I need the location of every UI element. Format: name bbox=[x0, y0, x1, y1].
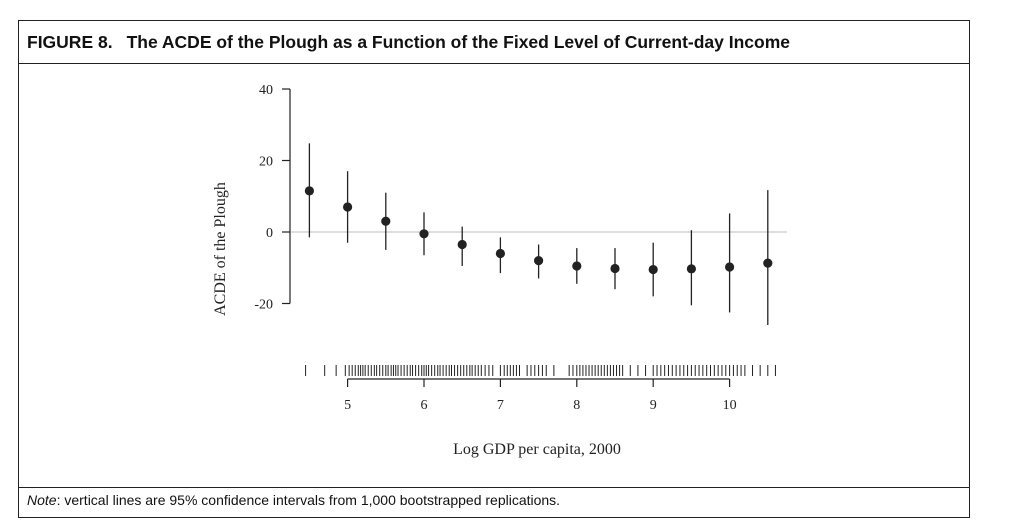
figure-title-text: The ACDE of the Plough as a Function of … bbox=[126, 32, 791, 52]
y-tick-label: 40 bbox=[259, 83, 273, 98]
point-estimate bbox=[304, 186, 314, 196]
point-estimate bbox=[686, 264, 697, 274]
figure-frame: FIGURE 8. The ACDE of the Plough as a Fun… bbox=[18, 20, 970, 518]
y-axis-title: ACDE of the Plough bbox=[212, 182, 229, 316]
x-tick-label: 5 bbox=[344, 398, 351, 413]
point-estimate bbox=[725, 262, 735, 272]
acde-chart: 40 20 0 -20 5 6 7 8 9 10 ACDE of the Plough Log G… bbox=[212, 83, 787, 458]
note-text: : vertical lines are 95% confidence inte… bbox=[56, 492, 561, 508]
y-tick-label: 0 bbox=[266, 226, 273, 241]
figure-title: FIGURE 8. The ACDE of the Plough as a Fun… bbox=[27, 32, 790, 53]
figure-note: Note: vertical lines are 95% confidence … bbox=[27, 492, 560, 508]
chart-axes: 40 20 0 -20 5 6 7 8 9 10 bbox=[254, 83, 787, 413]
point-estimate bbox=[343, 202, 353, 212]
x-axis-title: Log GDP per capita, 2000 bbox=[453, 441, 621, 458]
y-tick-label: 20 bbox=[259, 155, 273, 170]
x-tick-label: 7 bbox=[497, 398, 504, 413]
note-rule bbox=[19, 487, 969, 488]
note-prefix: Note bbox=[27, 492, 57, 508]
x-tick-label: 6 bbox=[421, 398, 428, 413]
point-estimate bbox=[648, 264, 658, 275]
point-estimate bbox=[610, 263, 620, 274]
x-tick-label: 8 bbox=[573, 398, 580, 413]
point-estimate bbox=[534, 256, 544, 266]
rug-plot bbox=[305, 365, 776, 376]
x-tick-label: 9 bbox=[650, 398, 657, 413]
title-rule bbox=[19, 63, 969, 64]
x-tick-label: 10 bbox=[723, 398, 737, 413]
point-estimate bbox=[419, 229, 429, 239]
chart-marks bbox=[304, 143, 773, 325]
point-estimate bbox=[495, 248, 505, 259]
point-estimate bbox=[572, 261, 582, 271]
y-tick-label: -20 bbox=[254, 298, 273, 313]
point-estimate bbox=[457, 239, 467, 250]
point-estimate bbox=[763, 258, 773, 268]
figure-label: FIGURE 8. bbox=[27, 32, 113, 52]
point-estimate bbox=[381, 216, 391, 226]
